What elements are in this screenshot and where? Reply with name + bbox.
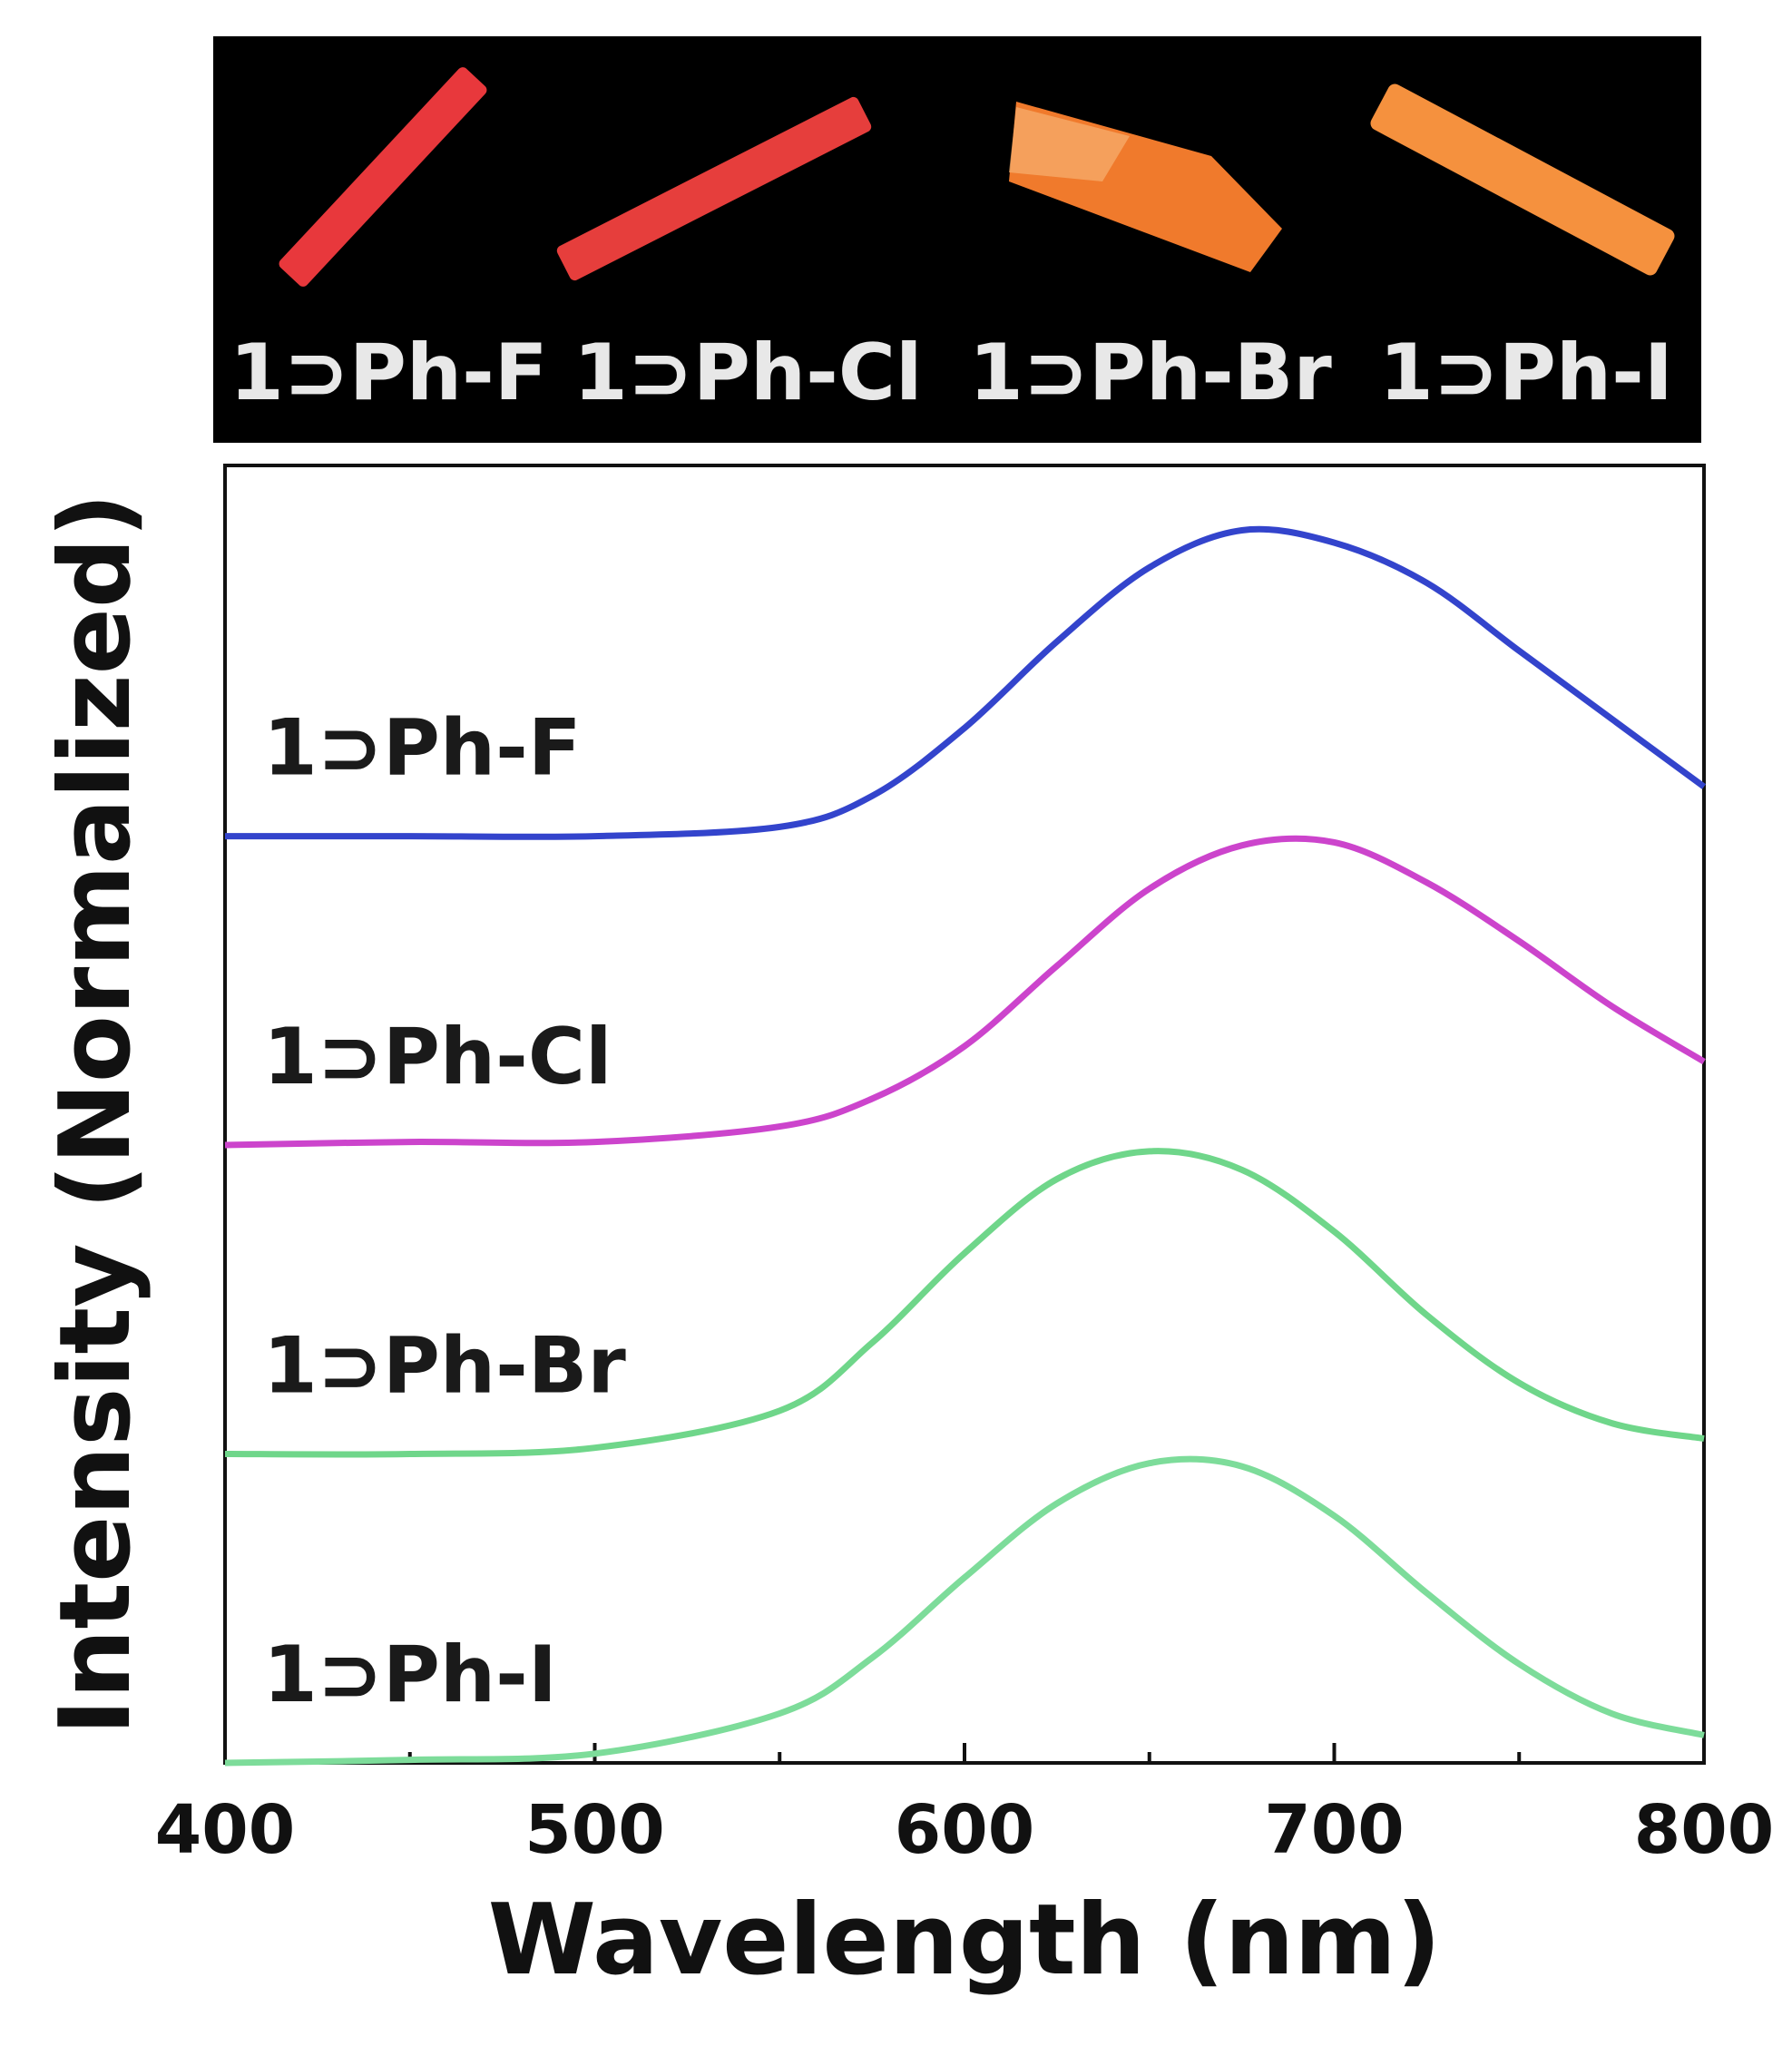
photo-label-ph-i: 1⊃Ph-I <box>1379 328 1673 418</box>
series-line-1-ph-i <box>224 1455 1705 1767</box>
crystal-image-ph-i <box>1370 83 1675 276</box>
plot-frame <box>223 464 1706 1765</box>
photo-label-ph-f: 1⊃Ph-F <box>230 328 548 418</box>
photo-label-ph-cl: 1⊃Ph-Cl <box>573 328 922 418</box>
series-curves <box>224 525 1707 1767</box>
series-label: 1⊃Ph-I <box>263 1630 557 1720</box>
x-axis-title: Wavelength (nm) <box>488 1884 1442 1997</box>
crystal-image-ph-cl <box>556 96 872 281</box>
crystal-plate-highlight-ph-br <box>1009 107 1130 181</box>
plot-area: 1⊃Ph-F 1⊃Ph-Cl 1⊃Ph-Br 1⊃Ph-I <box>223 464 1707 1767</box>
series-label: 1⊃Ph-F <box>263 703 582 794</box>
crystal-image-ph-f <box>279 67 487 287</box>
x-tick-label: 800 <box>1634 1791 1774 1869</box>
crystal-photo-panel: 1⊃Ph-F 1⊃Ph-Cl 1⊃Ph-Br 1⊃Ph-I <box>213 36 1701 443</box>
x-tick-label: 500 <box>524 1791 664 1869</box>
y-axis-title: Intensity (Normalized) <box>39 493 152 1735</box>
x-axis-ticks <box>223 1743 1706 1763</box>
series-line-1-ph-br <box>224 1148 1705 1458</box>
series-line-1-ph-cl <box>224 835 1706 1149</box>
crystal-rod-ph-i <box>1370 83 1675 276</box>
x-tick-labels: 400 500 600 700 800 <box>155 1791 1774 1869</box>
series-line-1-ph-f <box>225 525 1707 840</box>
x-tick-label: 600 <box>895 1791 1034 1869</box>
crystal-image-ph-br <box>1009 102 1282 272</box>
series-labels: 1⊃Ph-F 1⊃Ph-Cl 1⊃Ph-Br 1⊃Ph-I <box>263 703 626 1720</box>
x-tick-label: 700 <box>1264 1791 1404 1869</box>
photo-label-ph-br: 1⊃Ph-Br <box>969 328 1332 418</box>
x-tick-label: 400 <box>155 1791 295 1869</box>
series-label: 1⊃Ph-Br <box>263 1321 626 1412</box>
crystal-rod-ph-cl <box>556 96 872 281</box>
crystal-rod-ph-f <box>279 67 487 287</box>
series-label: 1⊃Ph-Cl <box>263 1012 612 1102</box>
